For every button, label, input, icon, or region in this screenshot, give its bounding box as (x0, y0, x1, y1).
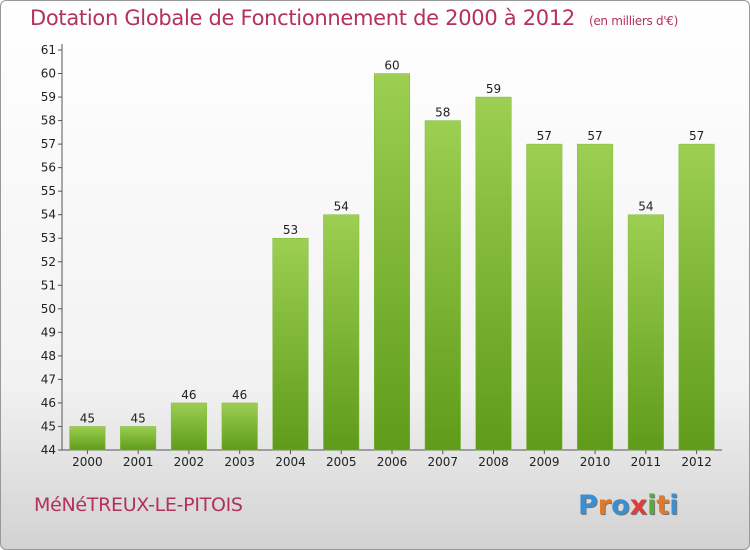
x-tick-label: 2008 (478, 455, 509, 469)
y-tick-label: 49 (41, 325, 56, 339)
x-tick-label: 2002 (174, 455, 205, 469)
y-tick-label: 53 (41, 231, 56, 245)
y-tick-label: 51 (41, 278, 56, 292)
chart-title: Dotation Globale de Fonctionnement de 20… (30, 6, 678, 30)
y-tick-label: 59 (41, 90, 56, 104)
x-tick-label: 2001 (123, 455, 154, 469)
bar (424, 120, 461, 451)
bar (69, 426, 106, 451)
bar (678, 143, 715, 451)
x-tick-label: 2009 (529, 455, 560, 469)
data-label: 54 (334, 200, 349, 214)
y-tick-label: 57 (41, 137, 56, 151)
x-tick-label: 2011 (631, 455, 662, 469)
y-tick-label: 55 (41, 184, 56, 198)
bar (272, 237, 309, 451)
data-label: 57 (689, 129, 704, 143)
y-tick-label: 56 (41, 161, 56, 175)
y-tick-label: 60 (41, 67, 56, 81)
logo-letter: t (656, 490, 670, 521)
y-tick-label: 54 (41, 208, 56, 222)
bar (221, 402, 258, 451)
bar (475, 96, 512, 451)
x-tick-label: 2012 (681, 455, 712, 469)
logo-letter: P (578, 490, 598, 521)
x-tick-label: 2004 (275, 455, 306, 469)
x-tick-label: 2003 (224, 455, 255, 469)
data-label: 54 (638, 200, 653, 214)
y-tick-label: 58 (41, 114, 56, 128)
chart-title-text: Dotation Globale de Fonctionnement de 20… (30, 6, 575, 30)
x-tick-label: 2000 (72, 455, 103, 469)
x-tick-label: 2006 (377, 455, 408, 469)
bar (526, 143, 563, 451)
x-tick-label: 2007 (427, 455, 458, 469)
data-label: 60 (384, 59, 399, 73)
y-tick-label: 61 (41, 43, 56, 57)
data-label: 57 (537, 129, 552, 143)
y-tick-label: 44 (41, 443, 56, 457)
logo-letter: o (611, 490, 630, 521)
bar (373, 73, 411, 451)
bar (120, 426, 157, 451)
logo-letter: i (647, 490, 657, 521)
y-tick-label: 46 (41, 396, 56, 410)
data-labels: 45 45 46 46 53 54 60 58 59 57 57 54 57 (80, 59, 705, 426)
logo-letter: x (629, 490, 648, 521)
bar (627, 214, 664, 451)
data-label: 57 (587, 129, 602, 143)
logo-letter: r (597, 490, 612, 521)
y-tick-label: 45 (41, 419, 56, 433)
bar (577, 143, 614, 451)
y-tick-label: 50 (41, 302, 56, 316)
x-tick-label: 2005 (326, 455, 357, 469)
commune-name: MéNéTREUX-LE-PITOIS (34, 494, 243, 516)
data-label: 46 (232, 388, 247, 402)
data-label: 46 (181, 388, 196, 402)
data-label: 45 (80, 411, 95, 425)
y-tick-label: 52 (41, 255, 56, 269)
bar (323, 214, 360, 451)
bars (69, 73, 715, 451)
logo-letter: i (669, 490, 679, 521)
proxiti-logo[interactable]: Proxiti (578, 490, 679, 521)
y-tick-label: 48 (41, 349, 56, 363)
x-tick-label: 2010 (580, 455, 611, 469)
data-label: 53 (283, 223, 298, 237)
bar (170, 402, 207, 451)
data-label: 59 (486, 82, 501, 96)
y-tick-label: 47 (41, 372, 56, 386)
chart-unit: (en milliers d'€) (588, 14, 678, 28)
data-label: 45 (131, 411, 146, 425)
data-label: 58 (435, 106, 450, 120)
